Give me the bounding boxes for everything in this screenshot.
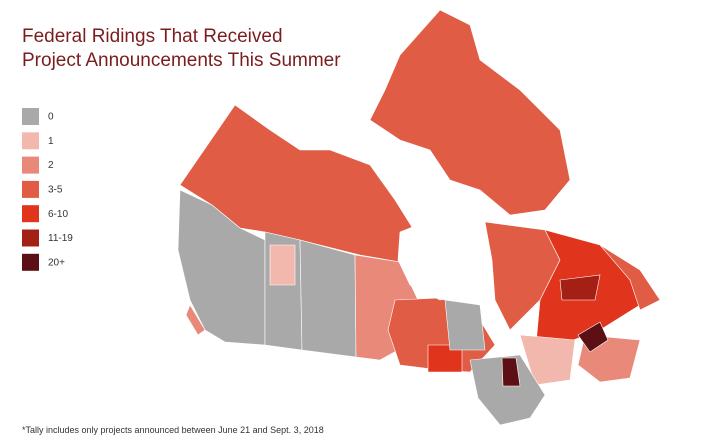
quebec-riding [559,274,601,301]
legend-label: 0 [48,112,54,123]
title-line: Project Announcements This Summer [22,50,341,71]
legend-label: 11-19 [48,233,73,244]
legend-swatch [22,229,39,247]
legend-swatch [22,205,39,223]
gaspe-riding [577,321,609,353]
ontario-central [444,299,486,351]
legend-label: 3-5 [48,185,63,196]
legend-label: 20+ [48,257,65,268]
title-line: Federal Ridings That Received [22,26,283,47]
legend-label: 6-10 [48,209,68,220]
legend-swatch [22,108,39,125]
hudson-bay [397,209,496,301]
labrador [599,244,661,311]
legend-label: 1 [48,136,54,147]
british-columbia [177,189,266,346]
toronto-riding [501,357,521,387]
legend-label: 2 [48,160,54,171]
legend-swatch [22,156,39,174]
legend-swatch [22,253,39,271]
map [177,9,661,426]
legend-swatch [22,132,39,150]
legend-swatch [22,180,39,198]
quebec-south [519,334,576,386]
alberta-riding [269,244,296,286]
legend: 0 1 2 3-5 6-10 11-19 20+ [22,108,73,271]
footnote: *Tally includes only projects announced … [22,425,324,435]
arctic-islands [369,9,571,216]
coastal-bc [185,304,206,336]
southern-ontario [469,354,546,426]
saskatchewan [299,239,357,358]
